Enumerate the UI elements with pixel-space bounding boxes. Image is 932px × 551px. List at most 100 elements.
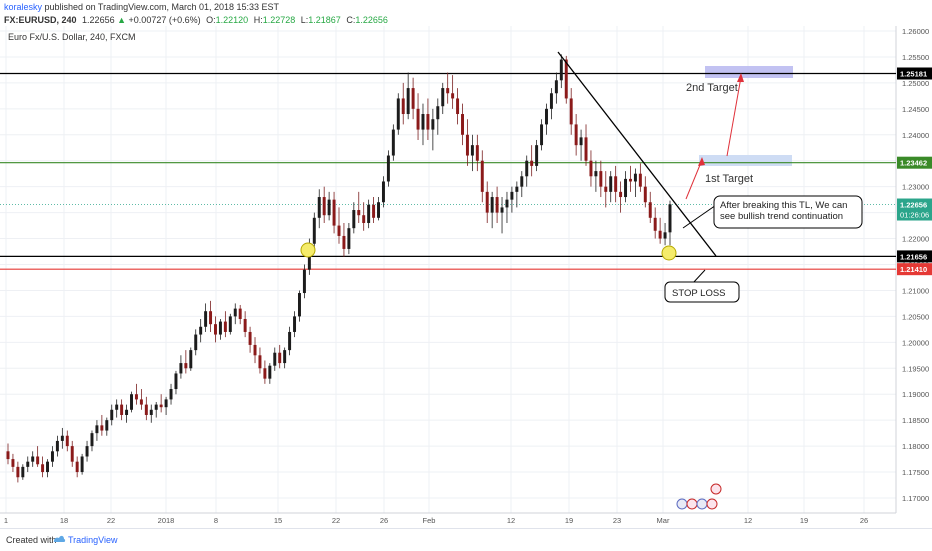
time-tick-label: 18 (60, 516, 68, 525)
trendline[interactable] (557, 51, 717, 257)
time-tick-label: 12 (507, 516, 515, 525)
candle-body (470, 145, 474, 156)
symbol-label: FX:EURUSD, 240 (4, 15, 77, 25)
author-name[interactable]: koralesky (4, 2, 43, 12)
candle-body (228, 316, 232, 332)
candle-body (589, 160, 593, 177)
price-tick-label: 1.17000 (902, 494, 929, 503)
stop-callout-pointer (692, 269, 706, 284)
candle-body (386, 155, 390, 182)
time-tick-label: 1 (4, 516, 8, 525)
candle-body (70, 446, 74, 462)
event-flag-icon[interactable] (710, 483, 722, 495)
candle-body (144, 404, 148, 415)
price-tick-label: 1.17500 (902, 468, 929, 477)
time-tick-label: 22 (107, 516, 115, 525)
arrow-to-target1 (685, 159, 703, 200)
candle-body (322, 197, 326, 216)
target2-zone (705, 66, 793, 78)
candle-body (485, 191, 489, 213)
candle-body (312, 217, 316, 244)
candle-body (535, 145, 539, 166)
candle-body (668, 204, 672, 233)
candle-body (110, 409, 114, 421)
tradingview-brand[interactable]: TradingView (68, 535, 118, 545)
event-icons (676, 483, 722, 510)
candle-body (545, 108, 548, 125)
candle-body (500, 207, 504, 213)
candle-body (584, 137, 588, 161)
event-flag-icon[interactable] (686, 498, 698, 510)
candle-body (95, 425, 99, 434)
candle-body (327, 199, 331, 216)
candle-body (65, 435, 69, 447)
high-label: H: (253, 15, 263, 25)
tradingview-logo-icon[interactable] (52, 532, 66, 544)
event-flag-icon[interactable] (706, 498, 718, 510)
candle-body (347, 228, 351, 249)
event-flag-icon[interactable] (676, 498, 688, 510)
price-tick-label: 1.26000 (902, 27, 929, 36)
open-label: O: (206, 15, 216, 25)
candle-body (446, 88, 450, 94)
candle-body (238, 308, 242, 319)
candle-body (154, 404, 158, 410)
candle-body (317, 197, 321, 218)
candle-body (643, 186, 647, 203)
note-line-2: see bullish trend continuation (720, 211, 843, 222)
time-tick-label: 22 (332, 516, 340, 525)
candle-body (125, 409, 129, 415)
price-tick-label: 1.20000 (902, 338, 929, 347)
candle-body (381, 181, 385, 203)
candle-body (490, 197, 494, 213)
price-tag-black (897, 250, 932, 263)
candle-body (406, 88, 410, 115)
candle-body (505, 199, 509, 208)
candle-body (480, 160, 484, 192)
candle-body (80, 456, 84, 473)
note-line-1: After breaking this TL, We can (720, 200, 847, 211)
candle-body (268, 365, 272, 379)
candlesticks (6, 54, 672, 483)
time-tick-label: 15 (274, 516, 282, 525)
candle-body (396, 98, 400, 130)
candle-body (55, 440, 59, 452)
price-chart[interactable]: Euro Fx/U.S. Dollar, 240, FXCM 1.26000 1.… (0, 26, 932, 528)
candle-body (11, 459, 15, 467)
candle-body (604, 186, 608, 192)
high-value: 1.22728 (262, 15, 296, 25)
price-tick-label: 1.24000 (902, 131, 929, 140)
candle-body (120, 404, 124, 415)
event-flag-icon[interactable] (696, 498, 708, 510)
candle-body (218, 321, 222, 335)
candle-body (36, 456, 40, 465)
candle-body (90, 433, 94, 447)
candle-body (401, 98, 405, 115)
candle-body (115, 404, 119, 410)
candle-body (105, 420, 109, 431)
time-tick-label: 8 (214, 516, 218, 525)
candle-body (174, 373, 178, 390)
candle-body (421, 114, 425, 130)
candle-body (297, 293, 301, 317)
candle-body (431, 119, 435, 130)
candle-body (549, 93, 553, 109)
price-change: +0.00727 (+0.6%) (128, 15, 201, 25)
close-value: 1.22656 (355, 15, 388, 25)
price-tick-label: 1.18500 (902, 416, 929, 425)
price-tag-black (897, 67, 932, 80)
target1-label: 1st Target (705, 173, 753, 185)
candle-body (426, 114, 430, 130)
candle-body (130, 394, 133, 410)
candle-body (362, 215, 366, 223)
price-tick-label: 1.25500 (902, 53, 929, 62)
candle-body (31, 456, 35, 462)
candle-body (456, 98, 460, 115)
candle-body (628, 178, 632, 182)
candle-body (6, 451, 10, 460)
candle-body (609, 176, 613, 192)
candle-body (352, 210, 356, 229)
candle-body (293, 316, 297, 332)
candle-body (179, 363, 183, 374)
candle-body (233, 308, 237, 317)
